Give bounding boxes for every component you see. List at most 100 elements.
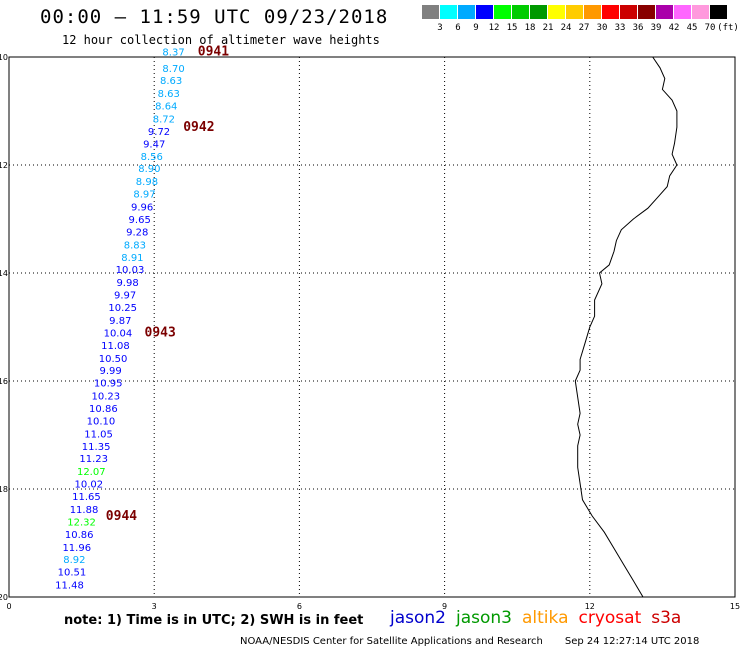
wave-height-value: 11.65 xyxy=(72,492,101,503)
wave-height-value: 8.98 xyxy=(136,177,158,188)
wave-height-value: 9.96 xyxy=(131,203,153,214)
wave-height-value: 11.08 xyxy=(101,341,130,352)
wave-height-value: 10.02 xyxy=(75,480,104,491)
page-title: 00:00 – 11:59 UTC 09/23/2018 xyxy=(40,6,389,28)
y-tick-label: -20 xyxy=(0,593,8,602)
coastline xyxy=(574,56,678,598)
map-axes: 0 3 6 9 12 15 -10 -12 -14 -16 -18 -20 xyxy=(0,53,740,611)
wave-height-value: 8.97 xyxy=(133,190,155,201)
wave-height-value: 10.10 xyxy=(87,416,116,427)
scale-swatch xyxy=(440,5,457,19)
legend-item-s3a: s3a xyxy=(651,608,682,628)
x-tick-label: 12 xyxy=(585,602,595,611)
wave-height-value: 10.86 xyxy=(65,530,94,541)
scale-swatch xyxy=(656,5,673,19)
map-grid xyxy=(8,56,736,598)
wave-height-value: 11.35 xyxy=(82,442,111,453)
wave-height-value: 9.98 xyxy=(116,278,138,289)
coastline-path xyxy=(574,56,678,598)
scale-swatch xyxy=(638,5,655,19)
legend-item-jason3: jason3 xyxy=(456,608,512,628)
scale-swatch xyxy=(710,5,727,19)
scale-swatch xyxy=(566,5,583,19)
footer: NOAA/NESDIS Center for Satellite Applica… xyxy=(240,636,699,647)
wave-height-value: 9.72 xyxy=(148,127,170,138)
satellite-legend: jason2 jason3 altika cryosat s3a xyxy=(390,608,691,628)
wave-height-value: 8.92 xyxy=(63,555,85,566)
scale-label: 42 xyxy=(668,23,680,33)
y-tick-label: -14 xyxy=(0,269,8,278)
wave-height-value: 11.48 xyxy=(55,581,84,592)
scale-swatch xyxy=(674,5,691,19)
wave-height-value: 10.25 xyxy=(108,303,137,314)
y-tick-label: -18 xyxy=(0,485,8,494)
x-tick-label: 15 xyxy=(730,602,740,611)
wave-height-value: 11.23 xyxy=(79,454,108,465)
scale-label: 9 xyxy=(473,23,479,33)
scale-label: 39 xyxy=(650,23,662,33)
scale-label: 21 xyxy=(542,23,554,33)
wave-height-value: 11.88 xyxy=(70,505,99,516)
scale-swatch xyxy=(548,5,565,19)
wave-height-value: 8.64 xyxy=(155,102,177,113)
scale-swatch xyxy=(692,5,709,19)
wave-height-value: 8.90 xyxy=(138,164,160,175)
wave-height-value: 9.87 xyxy=(109,316,131,327)
pass-labels: 0941 0942 0943 0944 xyxy=(106,45,229,524)
scale-swatch xyxy=(494,5,511,19)
wave-height-value: 8.72 xyxy=(153,115,175,126)
legend-item-altika: altika xyxy=(522,608,569,628)
wave-height-value: 12.32 xyxy=(67,517,96,528)
scale-label: 70 xyxy=(704,23,716,33)
wave-height-value: 10.50 xyxy=(99,354,128,365)
wave-height-value: 8.91 xyxy=(121,253,143,264)
scale-label: 36 xyxy=(632,23,644,33)
scale-swatch xyxy=(476,5,493,19)
x-tick-label: 9 xyxy=(442,602,447,611)
wave-height-value: 10.95 xyxy=(94,379,123,390)
wave-height-value: 9.28 xyxy=(126,227,148,238)
wave-height-value: 12.07 xyxy=(77,467,106,478)
scale-label: 18 xyxy=(524,23,536,33)
wave-height-value: 10.51 xyxy=(58,568,87,579)
scale-label: 24 xyxy=(560,23,572,33)
note-text: note: 1) Time is in UTC; 2) SWH is in fe… xyxy=(64,613,364,628)
wave-height-value: 9.97 xyxy=(114,291,136,302)
scale-swatch xyxy=(512,5,529,19)
x-tick-label: 0 xyxy=(6,602,11,611)
x-tick-label: 3 xyxy=(152,602,157,611)
wave-height-value: 9.99 xyxy=(100,366,122,377)
pass-time-label: 0942 xyxy=(183,120,214,135)
wave-height-value: 11.96 xyxy=(62,543,91,554)
pass-time-label: 0943 xyxy=(145,325,176,340)
scale-label: 30 xyxy=(596,23,608,33)
wave-height-value: 8.37 xyxy=(162,48,184,59)
wave-height-value: 10.86 xyxy=(89,404,118,415)
x-tick-label: 6 xyxy=(297,602,302,611)
legend-item-jason2: jason2 xyxy=(390,608,446,628)
wave-height-value: 8.56 xyxy=(141,152,163,163)
scale-swatch xyxy=(422,5,439,19)
wave-height-value: 10.03 xyxy=(116,265,145,276)
pass-time-label: 0944 xyxy=(106,509,137,524)
wave-height-value: 8.70 xyxy=(162,64,184,75)
map-frame xyxy=(8,56,736,598)
scale-label: 27 xyxy=(578,23,590,33)
wave-height-value: 8.63 xyxy=(160,76,182,87)
wave-height-value: 10.04 xyxy=(104,328,133,339)
scale-label: 12 xyxy=(488,23,500,33)
page-subtitle: 12 hour collection of altimeter wave hei… xyxy=(62,33,380,47)
wave-height-value: 8.63 xyxy=(158,89,180,100)
scale-label: 3 xyxy=(437,23,443,33)
scale-swatch xyxy=(458,5,475,19)
scale-swatch xyxy=(584,5,601,19)
footer-timestamp: Sep 24 12:27:14 UTC 2018 xyxy=(564,636,700,647)
scale-swatch xyxy=(602,5,619,19)
wave-height-value: 8.83 xyxy=(124,240,146,251)
scale-label: 15 xyxy=(506,23,518,33)
wave-height-value: 9.65 xyxy=(129,215,151,226)
wave-height-value: 9.47 xyxy=(143,139,165,150)
footer-center: NOAA/NESDIS Center for Satellite Applica… xyxy=(240,636,543,647)
y-tick-label: -12 xyxy=(0,161,8,170)
